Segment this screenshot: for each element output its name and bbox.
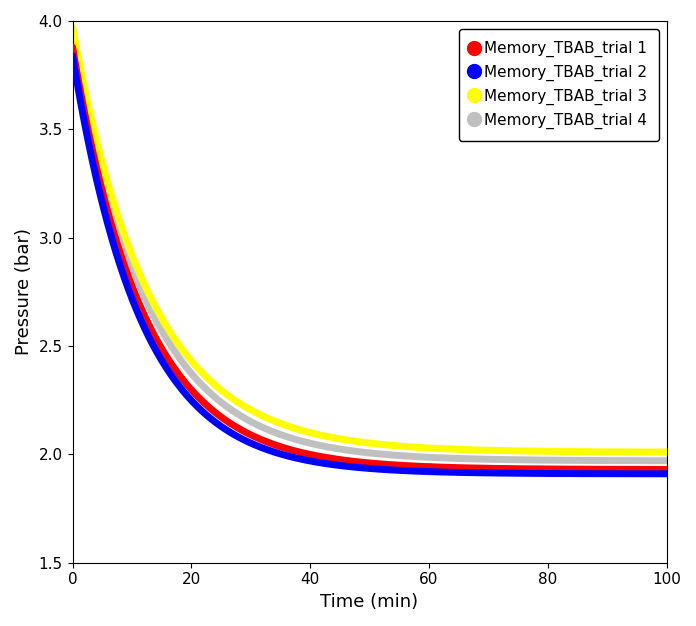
Y-axis label: Pressure (bar): Pressure (bar)	[15, 228, 33, 356]
Memory_TBAB_trial 1	[322, 454, 330, 461]
Memory_TBAB_trial 4	[663, 457, 671, 464]
Memory_TBAB_trial 2	[322, 460, 330, 468]
Memory_TBAB_trial 2	[587, 470, 595, 478]
Memory_TBAB_trial 2	[663, 470, 671, 478]
Memory_TBAB_trial 1	[136, 302, 145, 310]
Memory_TBAB_trial 4	[171, 349, 180, 356]
Memory_TBAB_trial 4	[587, 457, 595, 464]
Memory_TBAB_trial 3	[171, 337, 180, 344]
Memory_TBAB_trial 3	[651, 448, 659, 456]
Memory_TBAB_trial 2	[651, 470, 659, 478]
Memory_TBAB_trial 4	[136, 283, 145, 290]
Memory_TBAB_trial 1	[68, 43, 77, 51]
Memory_TBAB_trial 3	[68, 24, 77, 31]
Memory_TBAB_trial 4	[322, 443, 330, 450]
Memory_TBAB_trial 2	[68, 52, 77, 59]
Line: Memory_TBAB_trial 3: Memory_TBAB_trial 3	[72, 28, 667, 452]
Line: Memory_TBAB_trial 4: Memory_TBAB_trial 4	[72, 28, 667, 461]
Memory_TBAB_trial 4	[296, 437, 304, 444]
Line: Memory_TBAB_trial 1: Memory_TBAB_trial 1	[72, 47, 667, 470]
Memory_TBAB_trial 2	[136, 315, 145, 322]
Memory_TBAB_trial 2	[171, 377, 180, 385]
Legend: Memory_TBAB_trial 1, Memory_TBAB_trial 2, Memory_TBAB_trial 3, Memory_TBAB_trial: Memory_TBAB_trial 1, Memory_TBAB_trial 2…	[459, 29, 659, 141]
X-axis label: Time (min): Time (min)	[320, 593, 418, 611]
Memory_TBAB_trial 1	[171, 366, 180, 374]
Memory_TBAB_trial 4	[651, 457, 659, 464]
Memory_TBAB_trial 4	[68, 24, 77, 31]
Memory_TBAB_trial 3	[136, 272, 145, 279]
Memory_TBAB_trial 1	[587, 466, 595, 473]
Memory_TBAB_trial 3	[587, 448, 595, 456]
Line: Memory_TBAB_trial 2: Memory_TBAB_trial 2	[72, 56, 667, 474]
Memory_TBAB_trial 3	[296, 426, 304, 434]
Memory_TBAB_trial 1	[651, 466, 659, 473]
Memory_TBAB_trial 1	[296, 448, 304, 456]
Memory_TBAB_trial 3	[322, 433, 330, 440]
Memory_TBAB_trial 1	[663, 466, 671, 473]
Memory_TBAB_trial 3	[663, 448, 671, 456]
Memory_TBAB_trial 2	[296, 455, 304, 463]
